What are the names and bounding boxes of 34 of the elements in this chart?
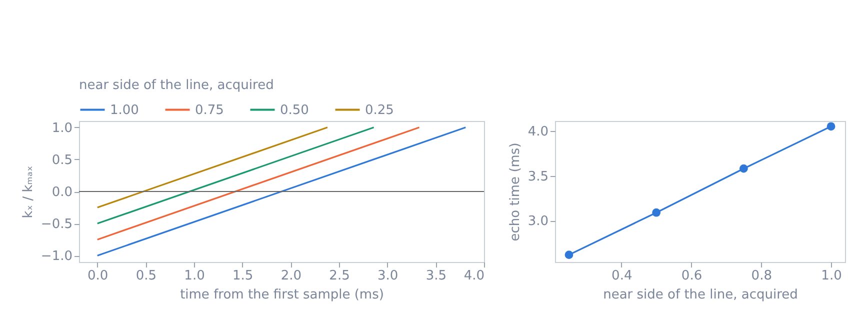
- y-axis-title: kₓ / kₘₐₓ: [20, 166, 36, 218]
- point: [564, 250, 574, 259]
- y-tick-label: −1.0: [40, 249, 72, 264]
- y-tick-label: −0.5: [40, 217, 72, 232]
- y-tick-label: 1.0: [52, 120, 72, 136]
- y-tick-label: 3.5: [528, 169, 548, 184]
- y-tick-label: 4.0: [528, 124, 548, 140]
- legend-title: near side of the line, acquired: [79, 78, 274, 93]
- x-tick-label: 1.0: [184, 268, 205, 284]
- y-tick-label: 0.0: [52, 185, 72, 200]
- y-tick-label: 0.5: [52, 152, 72, 168]
- x-tick-label: 1.0: [821, 268, 842, 284]
- x-tick-label: 0.5: [136, 268, 157, 284]
- point: [652, 208, 661, 217]
- point: [739, 164, 748, 173]
- point: [826, 122, 836, 131]
- x-tick-label: 0.4: [612, 268, 632, 284]
- x-tick-label: 1.5: [232, 268, 254, 284]
- x-tick-label: 0.6: [681, 268, 702, 284]
- x-tick-label: 0.8: [751, 268, 772, 284]
- x-tick-label: 2.5: [329, 268, 350, 284]
- x-tick-label: 0.0: [88, 268, 108, 284]
- legend-label: 1.00: [110, 102, 139, 118]
- y-axis-title: echo time (ms): [508, 142, 523, 242]
- x-axis-title: near side of the line, acquired: [603, 288, 798, 302]
- legend-label: 0.75: [195, 102, 224, 118]
- x-tick-label: 2.0: [280, 268, 302, 284]
- x-tick-label: 3.5: [426, 268, 447, 284]
- x-axis-title: time from the first sample (ms): [180, 288, 384, 302]
- legend-label: 0.25: [365, 102, 394, 118]
- legend-label: 0.50: [280, 102, 309, 118]
- y-tick-label: 3.0: [528, 214, 548, 230]
- x-tick-label: 3.0: [378, 268, 398, 284]
- x-tick-label: 4.0: [464, 268, 484, 284]
